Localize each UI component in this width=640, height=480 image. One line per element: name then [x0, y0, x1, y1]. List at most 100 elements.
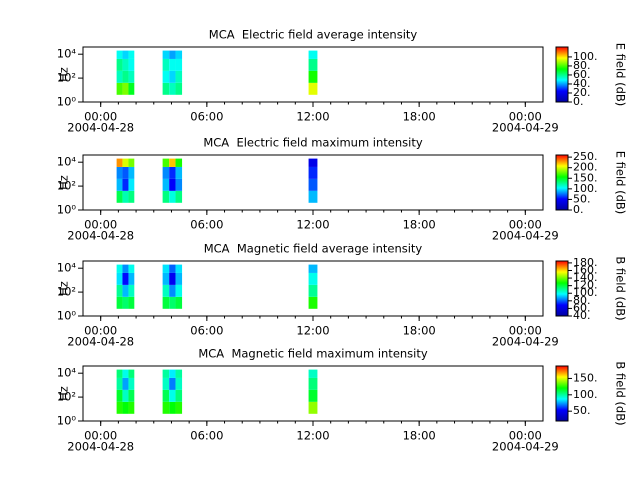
x-tick-label: 00:00 — [84, 110, 117, 124]
x-tick-label: 06:00 — [190, 429, 223, 443]
colorbar-tick-label: 60. — [573, 68, 591, 81]
colorbar-tick-label: 100. — [573, 286, 598, 299]
chart-title: MCA Magnetic field maximum intensity — [198, 347, 428, 361]
x-tick-label: 12:00 — [296, 218, 329, 232]
colorbar-tick-label: 100. — [573, 388, 598, 401]
heatmap-cell — [169, 158, 176, 167]
heatmap-cell — [162, 264, 170, 273]
colorbar — [555, 365, 569, 422]
x-tick-label: 06:00 — [190, 324, 223, 338]
heatmap-cell — [162, 389, 170, 402]
x-tick-label: 00:00 — [509, 218, 542, 232]
heatmap-cell — [175, 82, 183, 95]
chart-title: MCA Electric field average intensity — [209, 28, 418, 42]
heatmap-cell — [128, 272, 135, 285]
heatmap-cell — [162, 369, 170, 378]
colorbar-tick-label: 40. — [573, 309, 591, 322]
heatmap-cell — [308, 58, 318, 71]
y-tick-label: 10² — [57, 285, 76, 299]
heatmap-cell — [169, 284, 176, 297]
heatmap-cell — [169, 264, 176, 273]
x-tick-label: 12:00 — [296, 429, 329, 443]
date-label: 2004-04-29 — [492, 335, 559, 349]
heatmap-cell — [175, 50, 183, 59]
heatmap-cell — [308, 389, 318, 402]
heatmap-cell — [308, 284, 318, 297]
heatmap-cell — [308, 166, 318, 179]
x-tick-label: 12:00 — [296, 324, 329, 338]
heatmap-cell — [308, 377, 318, 390]
heatmap-cell — [308, 50, 318, 59]
heatmap-cell — [128, 58, 135, 71]
heatmap-cell — [116, 70, 123, 83]
heatmap-cell — [175, 166, 183, 179]
x-tick-label: 18:00 — [403, 110, 436, 124]
heatmap-cell — [122, 82, 129, 95]
heatmap-cell — [308, 401, 318, 414]
colorbar-tick-label: 50. — [573, 192, 591, 205]
y-tick-label: 10⁰ — [57, 309, 77, 323]
heatmap-cell — [128, 50, 135, 59]
heatmap-cell — [122, 264, 129, 273]
heatmap-cell — [122, 166, 129, 179]
heatmap-cell — [128, 377, 135, 390]
heatmap-cell — [169, 369, 176, 378]
heatmap-cell — [122, 369, 129, 378]
colorbar-tick-label: 250. — [573, 150, 598, 163]
heatmap-cell — [116, 50, 123, 59]
heatmap-cell — [122, 296, 129, 309]
colorbar-tick-label: 60. — [573, 301, 591, 314]
colorbar-tick-label: 80. — [573, 59, 591, 72]
chart-title: MCA Electric field maximum intensity — [203, 136, 423, 150]
heatmap-cell — [162, 50, 170, 59]
heatmap-cell — [308, 178, 318, 191]
colorbar-tick-label: 0. — [573, 203, 584, 216]
colorbar-tick-label: 160. — [573, 263, 598, 276]
heatmap-cell — [122, 377, 129, 390]
heatmap-cell — [128, 264, 135, 273]
heatmap-cell — [122, 158, 129, 167]
x-tick-label: 00:00 — [509, 110, 542, 124]
y-tick-label: 10² — [57, 179, 76, 193]
heatmap-cell — [169, 190, 176, 203]
heatmap-cell — [308, 296, 318, 309]
heatmap-cell — [175, 377, 183, 390]
heatmap-cell — [308, 82, 318, 95]
x-tick-label: 00:00 — [509, 324, 542, 338]
heatmap-cell — [169, 58, 176, 71]
x-tick-label: 18:00 — [403, 429, 436, 443]
heatmap-cell — [128, 166, 135, 179]
heatmap-cell — [175, 70, 183, 83]
heatmap-cell — [162, 166, 170, 179]
colorbar-tick-label: 100. — [573, 182, 598, 195]
heatmap-cell — [175, 190, 183, 203]
heatmap-cell — [175, 296, 183, 309]
heatmap-cell — [169, 389, 176, 402]
heatmap-cell — [122, 284, 129, 297]
colorbar-tick-label: 150. — [573, 171, 598, 184]
y-tick-label: 10² — [57, 390, 76, 404]
heatmap-cell — [175, 178, 183, 191]
heatmap-cell — [175, 284, 183, 297]
heatmap-cell — [169, 401, 176, 414]
date-label: 2004-04-28 — [67, 121, 134, 135]
heatmap-cell — [162, 190, 170, 203]
heatmap-cell — [308, 158, 318, 167]
date-label: 2004-04-28 — [67, 335, 134, 349]
colorbar-tick-label: 200. — [573, 161, 598, 174]
heatmap-cell — [116, 58, 123, 71]
x-tick-label: 18:00 — [403, 218, 436, 232]
heatmap-cell — [169, 178, 176, 191]
heatmap-cell — [162, 284, 170, 297]
heatmap-cell — [122, 50, 129, 59]
date-label: 2004-04-28 — [67, 229, 134, 243]
heatmap-cell — [175, 389, 183, 402]
colorbar-tick-label: 140. — [573, 271, 598, 284]
heatmap-cell — [162, 82, 170, 95]
heatmap-cell — [128, 296, 135, 309]
y-tick-label: 10⁴ — [57, 155, 77, 169]
heatmap-cell — [122, 190, 129, 203]
heatmap-cell — [116, 264, 123, 273]
